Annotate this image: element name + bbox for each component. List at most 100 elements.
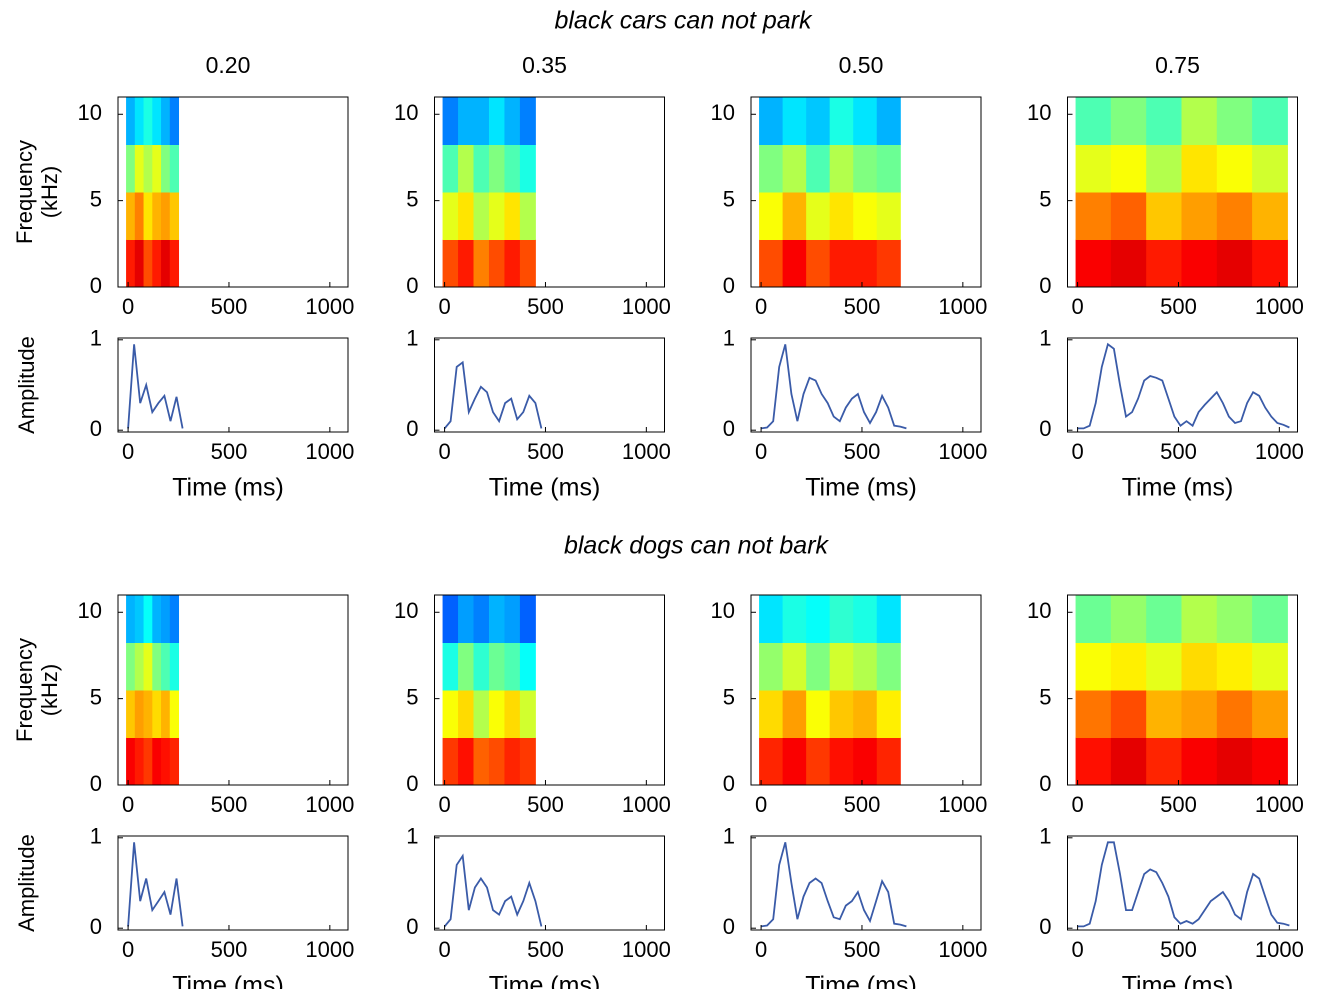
heatmap-cell xyxy=(1252,690,1288,738)
x-tick-label: 0 xyxy=(1071,439,1083,464)
x-tick-label: 0 xyxy=(122,294,134,319)
x-tick-label: 500 xyxy=(844,439,881,464)
heatmap-cell xyxy=(473,737,490,786)
y-tick-label: 0 xyxy=(1039,273,1051,298)
x-tick-label: 0 xyxy=(1071,294,1083,319)
heatmap-cell xyxy=(458,239,475,288)
amplitude-line xyxy=(1077,342,1290,430)
heatmap-cell xyxy=(759,192,784,240)
heatmap-cell xyxy=(1216,595,1253,643)
heatmap-cell xyxy=(134,642,145,691)
heatmap-cell xyxy=(759,690,784,738)
heatmap-cell xyxy=(504,144,521,193)
x-axis-label: Time (ms) xyxy=(805,474,917,502)
heatmap-cell xyxy=(1181,595,1218,643)
y-tick-label: 1 xyxy=(1039,326,1051,351)
amplitude-line xyxy=(443,853,543,927)
heatmap-cell xyxy=(876,239,901,288)
heatmap-cell xyxy=(759,144,784,193)
y-tick-label: 10 xyxy=(1027,100,1051,125)
heatmap-cell xyxy=(806,97,831,145)
heatmap-cell xyxy=(519,144,536,193)
heatmap-cell xyxy=(806,192,831,240)
heatmap-cell xyxy=(782,642,807,691)
heatmap-cell xyxy=(829,690,854,738)
heatmap-cell xyxy=(806,690,831,738)
y-tick-label: 1 xyxy=(406,824,418,849)
heatmap-cell xyxy=(442,144,459,193)
heatmap-cell xyxy=(473,595,490,643)
y-axis-label: Amplitude xyxy=(14,336,39,434)
heatmap-cell xyxy=(829,144,854,193)
y-tick-label: 5 xyxy=(90,186,102,211)
x-tick-label: 1000 xyxy=(622,294,671,319)
heatmap-cell xyxy=(504,192,521,240)
y-tick-label: 1 xyxy=(1039,824,1051,849)
heatmap-cell xyxy=(152,144,162,193)
y-tick-label: 5 xyxy=(723,684,735,709)
plot-frame xyxy=(117,96,349,288)
x-axis-label: Time (ms) xyxy=(172,972,284,989)
heatmap-cell xyxy=(1075,690,1112,738)
heatmap-cell xyxy=(504,595,521,643)
y-tick-label: 0 xyxy=(406,771,418,796)
y-tick-label: 1 xyxy=(406,326,418,351)
heatmap-cell xyxy=(1110,690,1147,738)
heatmap-cell xyxy=(876,595,901,643)
x-tick-label: 0 xyxy=(755,792,767,817)
y-tick-label: 0 xyxy=(406,416,418,441)
x-tick-label: 0 xyxy=(438,792,450,817)
heatmap-cell xyxy=(169,144,180,193)
amplitude-line xyxy=(1077,841,1290,928)
heatmap-cell xyxy=(169,239,180,288)
plot-frame xyxy=(750,835,982,931)
heatmap-cell xyxy=(1110,737,1147,786)
y-tick-label: 0 xyxy=(723,273,735,298)
heatmap-cell xyxy=(782,595,807,643)
heatmap-cell xyxy=(143,642,153,691)
x-tick-label: 1000 xyxy=(938,792,987,817)
x-tick-label: 500 xyxy=(211,937,248,962)
heatmap-cell xyxy=(1252,192,1288,240)
heatmap-cell xyxy=(458,642,475,691)
y-axis-label: (kHz) xyxy=(37,166,62,219)
heatmap-cell xyxy=(759,239,784,288)
heatmap-cell xyxy=(782,97,807,145)
heatmap-cell xyxy=(853,595,878,643)
x-tick-label: 500 xyxy=(844,294,881,319)
x-axis-label: Time (ms) xyxy=(172,474,284,502)
x-tick-label: 500 xyxy=(211,792,248,817)
heatmap-cell xyxy=(126,690,136,738)
plot-frame xyxy=(1067,594,1298,786)
heatmap-cell xyxy=(806,737,831,786)
y-tick-label: 0 xyxy=(1039,914,1051,939)
heatmap-cell xyxy=(1216,192,1253,240)
heatmap-cell xyxy=(1181,239,1218,288)
heatmap-cell xyxy=(143,144,153,193)
heatmap-cell xyxy=(876,97,901,145)
x-tick-label: 1000 xyxy=(305,294,354,319)
heatmap-cell xyxy=(759,642,784,691)
heatmap-cell xyxy=(169,642,180,691)
y-axis-label: Frequency xyxy=(12,638,37,742)
x-tick-label: 1000 xyxy=(938,294,987,319)
plot-frame xyxy=(1067,337,1298,433)
heatmap-cell xyxy=(1146,595,1182,643)
y-tick-label: 5 xyxy=(1039,186,1051,211)
heatmap-cell xyxy=(782,737,807,786)
heatmap-cell xyxy=(126,239,136,288)
heatmap-cell xyxy=(126,737,136,786)
heatmap-cell xyxy=(829,192,854,240)
heatmap-cell xyxy=(759,595,784,643)
heatmap-cell xyxy=(143,737,153,786)
heatmap-cell xyxy=(143,690,153,738)
x-tick-label: 1000 xyxy=(622,937,671,962)
x-tick-label: 500 xyxy=(844,937,881,962)
heatmap-cell xyxy=(161,737,171,786)
plot-frame xyxy=(1067,96,1298,288)
x-tick-label: 0 xyxy=(755,937,767,962)
x-tick-label: 500 xyxy=(1160,937,1197,962)
heatmap-cell xyxy=(442,239,459,288)
heatmap-cell xyxy=(1181,690,1218,738)
heatmap-cell xyxy=(126,144,136,193)
